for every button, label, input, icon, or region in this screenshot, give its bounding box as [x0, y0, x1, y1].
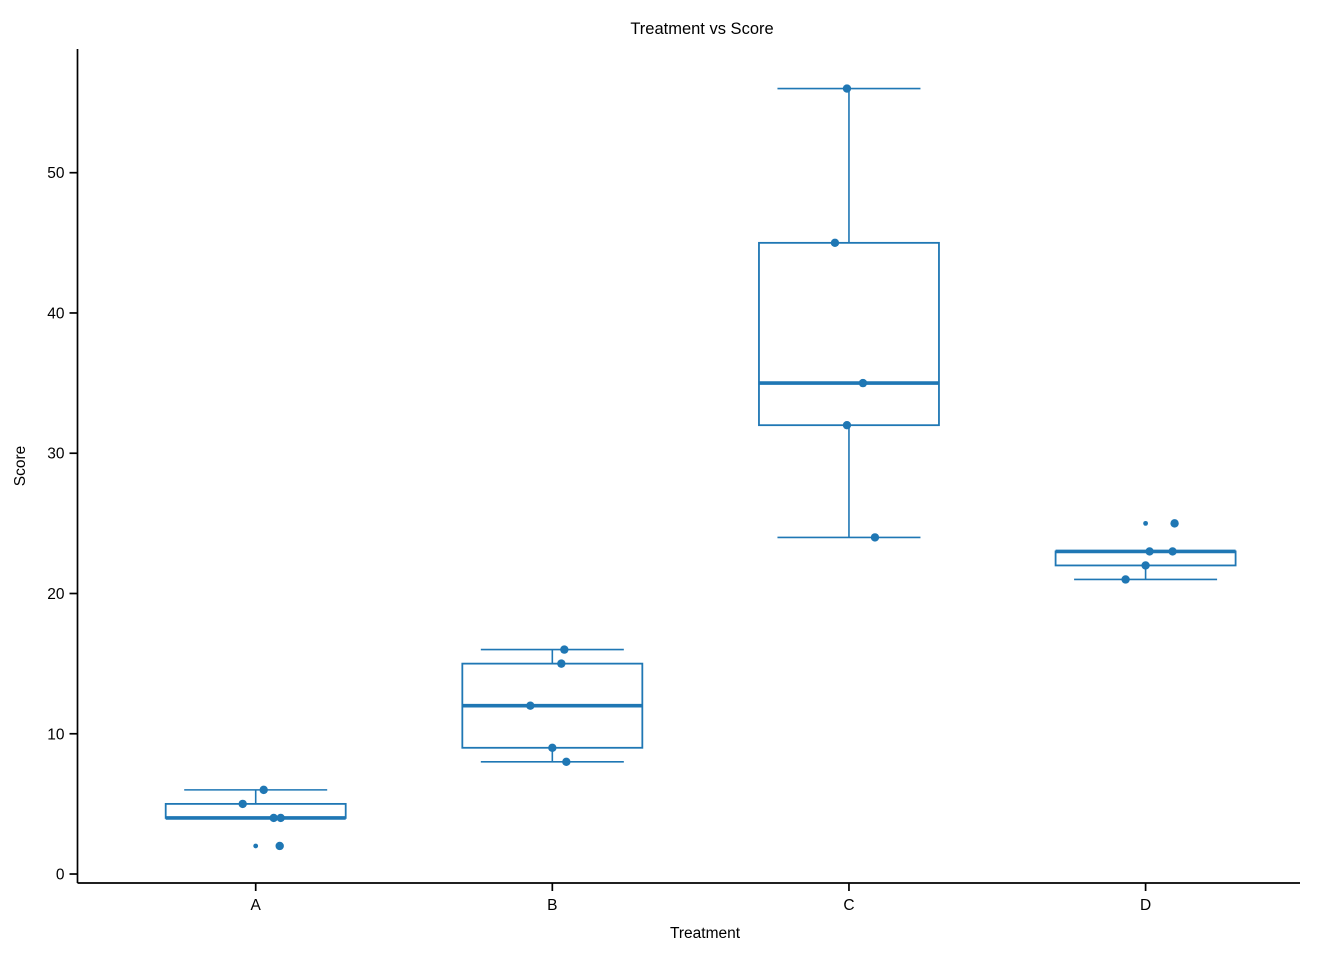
- x-tick-label: D: [1140, 897, 1151, 914]
- y-tick-label: 40: [47, 305, 65, 322]
- scatter-point: [259, 785, 268, 795]
- y-axis-label: Score: [12, 446, 29, 487]
- box-group-A: [164, 785, 347, 851]
- scatter-point: [830, 238, 840, 248]
- flier-point: [1143, 520, 1148, 526]
- y-tick-label: 30: [47, 446, 65, 463]
- scatter-point: [1170, 519, 1179, 528]
- box-group-D: [1054, 519, 1237, 584]
- y-tick-label: 20: [47, 586, 65, 603]
- x-tick-label: C: [843, 897, 854, 914]
- scatter-point: [1121, 575, 1130, 584]
- scatter-point: [1141, 561, 1150, 570]
- scatter-point: [276, 813, 285, 823]
- scatter-point: [526, 701, 535, 710]
- y-tick-label: 10: [47, 726, 65, 743]
- scatter-point: [548, 743, 557, 752]
- x-axis-label: Treatment: [670, 925, 741, 942]
- scatter-point: [1168, 547, 1177, 556]
- scatter-point: [842, 84, 852, 93]
- scatter-point: [870, 533, 880, 542]
- y-tick-label: 0: [56, 867, 65, 884]
- plot-area: 0 10 20 30 40 50 A B C D: [47, 49, 1300, 914]
- box-group-B: [461, 645, 644, 767]
- x-tick-label: A: [251, 897, 262, 914]
- scatter-point: [275, 841, 284, 851]
- flier-point: [253, 843, 259, 849]
- scatter-point: [238, 799, 247, 809]
- scatter-point: [557, 659, 566, 668]
- y-tick-label: 50: [47, 165, 65, 182]
- box: [164, 802, 347, 819]
- scatter-point: [842, 420, 852, 430]
- scatter-point: [269, 813, 278, 823]
- scatter-point: [562, 757, 571, 767]
- scatter-point: [560, 645, 569, 654]
- scatter-point: [858, 378, 868, 388]
- chart-title: Treatment vs Score: [630, 20, 773, 38]
- x-tick-label: B: [547, 897, 557, 914]
- box-group-C: [758, 84, 940, 542]
- box: [758, 241, 940, 427]
- scatter-point: [1145, 547, 1154, 556]
